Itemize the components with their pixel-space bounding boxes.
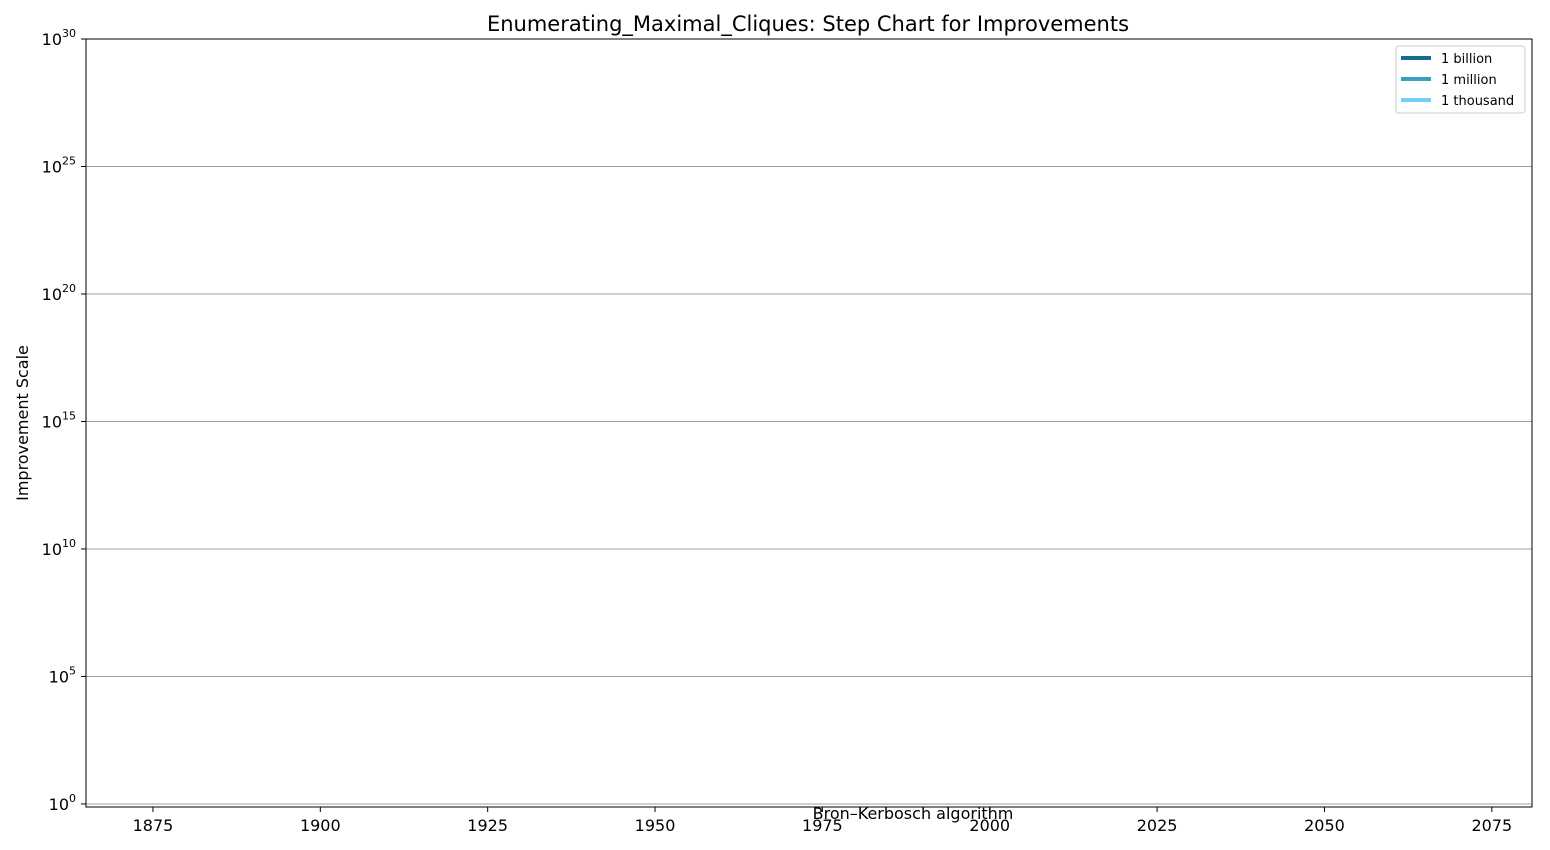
- legend-label-1-billion: 1 billion: [1441, 52, 1492, 67]
- chart-title: Enumerating_Maximal_Cliques: Step Chart …: [487, 12, 1129, 37]
- x-axis: 1875 1900 1925 1950 1975 2000 2025 2050 2075: [133, 807, 1512, 835]
- plot-frame: [85, 38, 1533, 808]
- legend-label-1-million: 1 million: [1441, 73, 1497, 88]
- legend-box: [1395, 45, 1526, 114]
- x-tick-label: 2050: [1304, 816, 1345, 835]
- x-tick-label: 1925: [467, 816, 508, 835]
- y-tick-label: 1010: [42, 537, 76, 559]
- legend-label-1-thousand: 1 thousand: [1441, 94, 1514, 109]
- grid-lines: [86, 38, 1532, 805]
- x-tick-label: 1900: [300, 816, 341, 835]
- y-axis: 100 105 1010 1015 1020 1025 1030: [42, 27, 86, 814]
- y-tick-label: 1015: [42, 409, 76, 431]
- y-axis-label: Improvement Scale: [13, 345, 32, 501]
- x-tick-label: 2000: [969, 816, 1010, 835]
- y-tick-label: 1025: [42, 154, 76, 176]
- y-tick-label: 1020: [42, 282, 76, 304]
- x-tick-label: 1875: [133, 816, 174, 835]
- x-tick-label: 2025: [1137, 816, 1178, 835]
- x-tick-label: 1950: [635, 816, 676, 835]
- x-tick-label: 1975: [802, 816, 843, 835]
- y-tick-label: 100: [49, 792, 76, 814]
- y-tick-label: 105: [49, 664, 76, 686]
- legend: 1 billion 1 million 1 thousand: [1395, 45, 1526, 114]
- y-tick-label: 1030: [42, 27, 76, 49]
- annotation-bron-kerbosch: Bron–Kerbosch algorithm: [813, 804, 1014, 823]
- x-tick-label: 2075: [1471, 816, 1512, 835]
